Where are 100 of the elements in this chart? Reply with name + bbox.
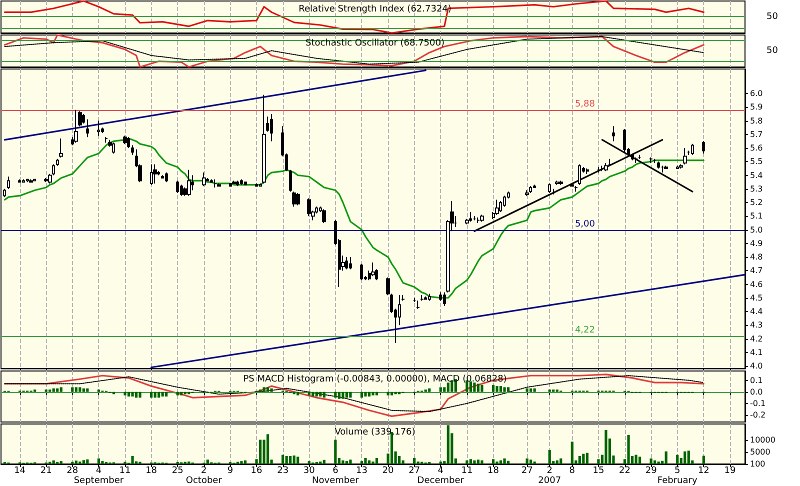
y-tick-label: 5.6	[750, 144, 763, 153]
candlestick	[123, 135, 127, 144]
bar	[161, 392, 164, 396]
candlestick	[420, 294, 424, 302]
bar	[285, 456, 288, 464]
candlestick	[165, 172, 168, 183]
bar	[638, 456, 642, 464]
bar	[364, 458, 367, 464]
candlestick	[78, 110, 82, 127]
candlestick	[416, 300, 420, 310]
x-tick-label: 5 February	[657, 466, 698, 486]
candlestick	[555, 180, 559, 186]
y-tick-label: 5.8	[750, 116, 763, 126]
ref-line-label: 5,00	[574, 219, 596, 230]
bar	[372, 392, 374, 396]
candlestick	[691, 143, 694, 156]
x-tick-label: 18	[146, 466, 158, 476]
candlestick	[202, 172, 206, 187]
bar	[360, 461, 364, 464]
candlestick	[262, 94, 266, 184]
candlestick	[150, 164, 153, 186]
bar	[526, 388, 528, 392]
candlestick	[255, 182, 258, 187]
candlestick	[131, 144, 134, 156]
bar	[296, 392, 300, 396]
bar	[499, 460, 502, 464]
y-tick-label: 4.4	[750, 307, 763, 316]
candlestick	[525, 190, 529, 196]
y-tick-label: 4.7	[750, 266, 763, 276]
bar	[578, 456, 581, 464]
x-tick-label: 15	[592, 466, 604, 476]
x-tick-label: 12	[698, 466, 710, 476]
bar	[266, 387, 270, 392]
y-tick-label: 5.5	[750, 157, 763, 166]
candlestick	[657, 161, 660, 169]
y-tick-label: 5.1	[750, 212, 763, 221]
bar	[138, 392, 142, 398]
bar	[664, 451, 668, 464]
bar	[473, 460, 476, 464]
bar	[428, 388, 431, 392]
bar	[349, 392, 352, 398]
candlestick	[559, 180, 563, 186]
bar	[206, 460, 209, 464]
bar	[360, 392, 364, 398]
candlestick	[664, 165, 668, 169]
text: 50	[766, 12, 778, 22]
x-tick-label: 13	[356, 466, 368, 476]
bar	[60, 387, 62, 392]
y-tick-label: -0.2	[750, 410, 766, 420]
bar	[262, 387, 266, 392]
bar	[338, 392, 340, 399]
candlestick	[495, 199, 499, 216]
candlestick	[612, 126, 615, 142]
bar	[560, 458, 562, 464]
bar	[97, 458, 100, 464]
bar	[676, 454, 679, 464]
bar	[526, 458, 528, 464]
bar	[533, 388, 536, 392]
line-series	[4, 138, 704, 299]
bar	[134, 392, 138, 398]
y-tick-label: 6.0	[750, 89, 763, 98]
y-tick-label: 5.4	[750, 170, 763, 180]
y-tick-label: 5.2	[750, 198, 763, 208]
bar	[476, 460, 480, 464]
candlestick	[59, 138, 63, 158]
bar	[82, 460, 85, 464]
bar	[627, 434, 630, 464]
bar	[86, 388, 89, 392]
bar	[349, 460, 352, 464]
bar	[496, 386, 498, 392]
bar	[319, 392, 322, 396]
bar	[282, 454, 284, 464]
bar	[394, 392, 397, 394]
bar	[469, 381, 472, 392]
candlestick	[443, 292, 446, 307]
candlestick	[236, 180, 239, 187]
candlestick	[702, 140, 705, 154]
y-tick-label: 4.0	[750, 362, 763, 370]
candlestick	[180, 184, 183, 196]
x-tick-label: 11	[119, 466, 131, 476]
y-tick-label: 4.6	[750, 280, 763, 289]
candlestick	[424, 296, 427, 300]
bar	[240, 461, 243, 464]
bar	[101, 461, 104, 464]
bar	[503, 458, 506, 464]
bar	[506, 460, 510, 464]
text: 50	[766, 46, 778, 56]
bar	[342, 392, 344, 399]
candlestick	[683, 148, 687, 165]
candlestick	[548, 182, 551, 194]
bar	[503, 387, 506, 392]
bar	[71, 387, 74, 392]
candlestick	[360, 263, 363, 281]
candlestick	[3, 188, 6, 198]
bar	[597, 459, 600, 464]
candlestick	[176, 180, 179, 194]
bar	[154, 392, 156, 398]
bar	[296, 456, 300, 464]
candlestick	[240, 178, 243, 186]
bar	[180, 392, 183, 396]
